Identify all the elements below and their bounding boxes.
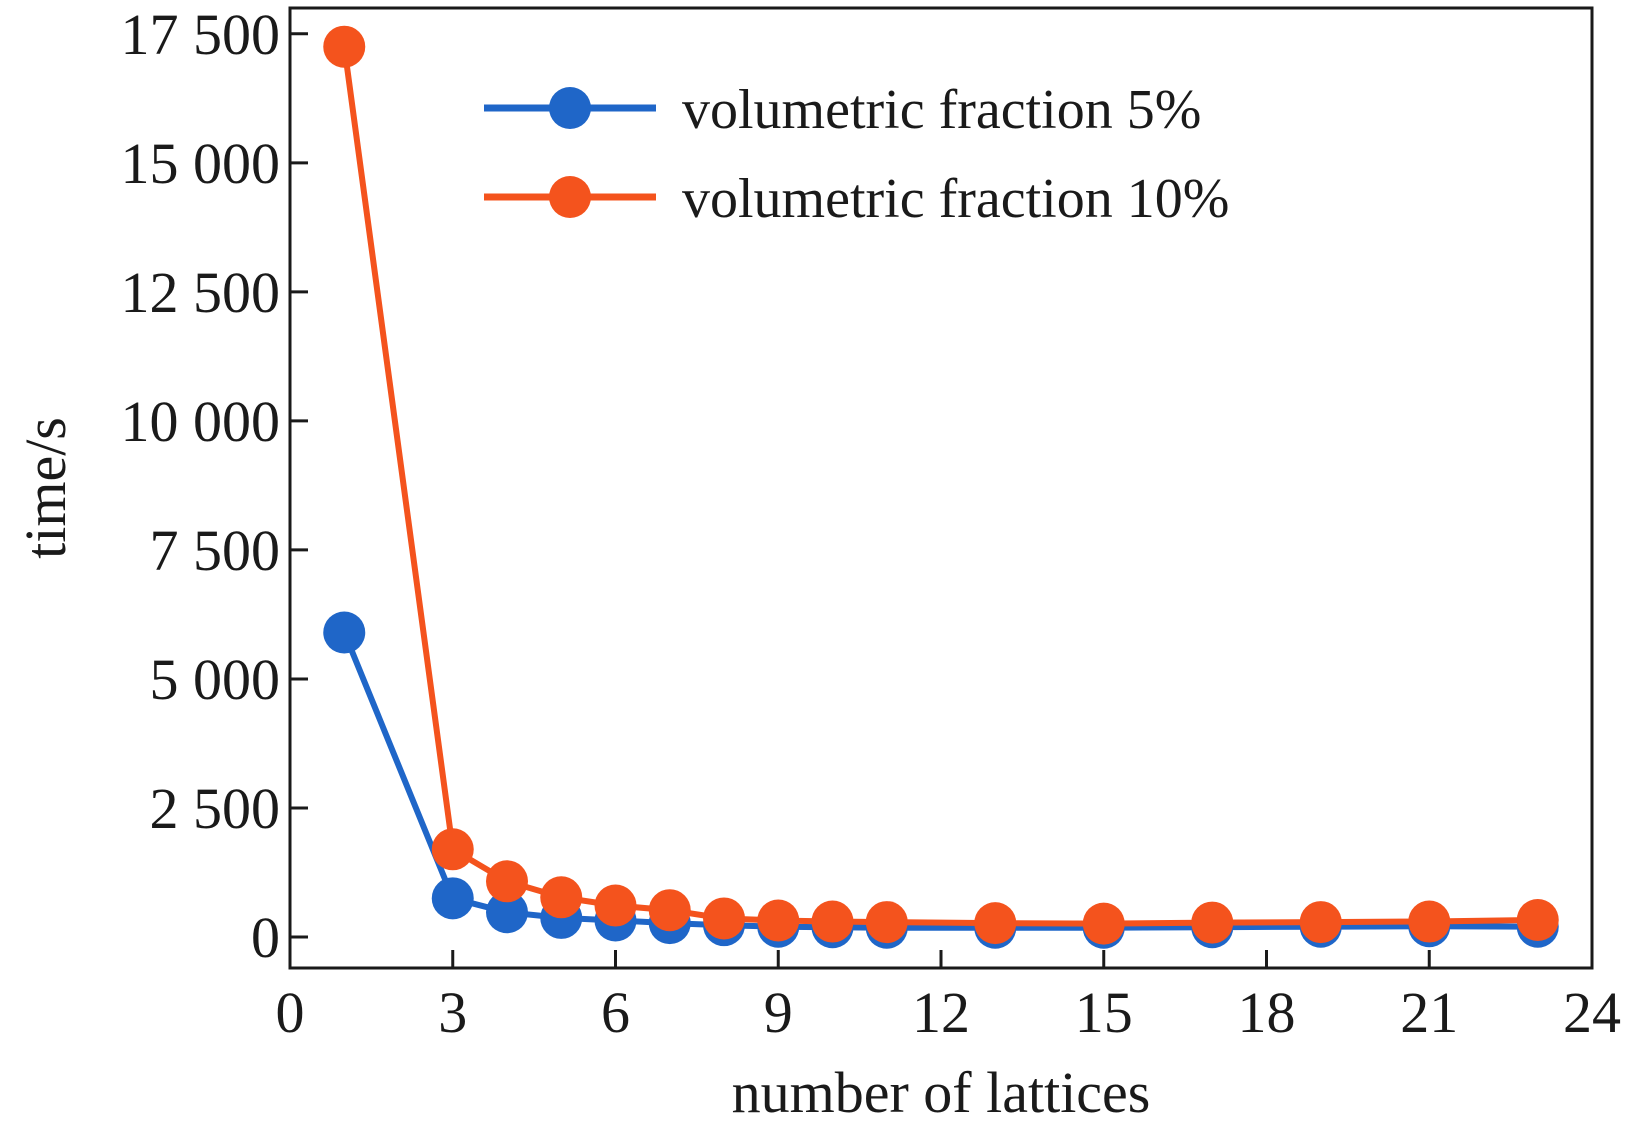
ticks-layer: 0 3 6 9 12 15 18 21 24 0 2 500 5 000 7 500 10 000 12 5… [121, 2, 1622, 1045]
plot-frame [288, 6, 1594, 970]
x-tick-label: 0 [276, 980, 305, 1045]
data-point [1082, 902, 1125, 945]
data-point [811, 900, 854, 943]
y-tick-label: 0 [251, 905, 280, 970]
data-point [431, 877, 474, 920]
x-axis-label: number of lattices [732, 1060, 1151, 1125]
x-tick-label: 24 [1563, 980, 1621, 1045]
data-point [974, 902, 1017, 945]
data-point [757, 899, 800, 942]
data-point [323, 25, 366, 68]
y-tick-label: 10 000 [121, 389, 281, 454]
y-tick-label: 12 500 [121, 260, 281, 325]
x-tick-label: 21 [1400, 980, 1458, 1045]
y-axis-label: time/s [13, 417, 78, 559]
data-point [703, 897, 745, 940]
data-point [486, 891, 528, 934]
legend-label: volumetric fraction 10% [682, 168, 1229, 230]
series-line-1 [341, 631, 1538, 931]
data-point [486, 860, 528, 903]
x-tick-label: 3 [438, 980, 467, 1045]
data-point [323, 611, 366, 654]
series-line-2 [341, 46, 1538, 927]
y-tick-label: 15 000 [121, 131, 281, 196]
x-tick-label: 18 [1238, 980, 1296, 1045]
y-tick-label: 2 500 [150, 776, 281, 841]
data-point [865, 901, 908, 944]
data-point [1516, 899, 1559, 941]
legend-marker [549, 176, 591, 218]
x-tick-label: 6 [601, 980, 630, 1045]
data-point [594, 884, 637, 927]
data-point [648, 889, 691, 932]
y-tick-label: 17 500 [121, 2, 281, 67]
legend: volumetric fraction 5% volumetric fractio… [484, 79, 1229, 230]
legend-marker [549, 87, 591, 129]
data-point [540, 876, 583, 919]
x-tick-label: 9 [764, 980, 793, 1045]
data-point [1191, 901, 1234, 944]
data-point [431, 828, 474, 871]
data-point [1408, 900, 1451, 943]
x-tick-label: 15 [1075, 980, 1133, 1045]
series-layer [323, 25, 1559, 949]
y-tick-label: 5 000 [150, 647, 281, 712]
x-tick-label: 12 [912, 980, 970, 1045]
legend-label: volumetric fraction 5% [682, 79, 1201, 141]
data-point [1299, 901, 1342, 944]
y-tick-label: 7 500 [150, 518, 281, 583]
